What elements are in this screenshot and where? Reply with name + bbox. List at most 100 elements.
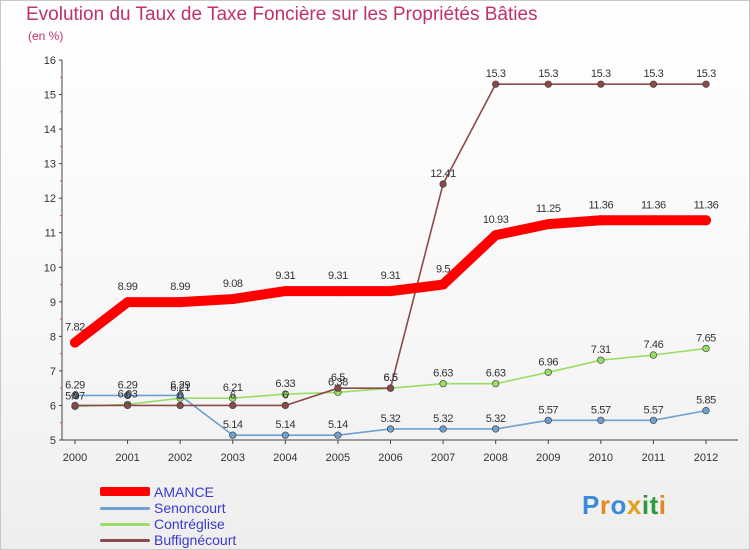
x-tick-label: 2001 bbox=[115, 452, 139, 464]
data-label: 5.85 bbox=[696, 395, 716, 407]
data-point bbox=[544, 368, 552, 376]
data-point bbox=[71, 401, 79, 410]
x-tick-label: 2012 bbox=[694, 452, 718, 464]
data-label: 6.29 bbox=[170, 379, 190, 391]
data-point bbox=[229, 401, 237, 410]
data-label: 7.31 bbox=[591, 344, 611, 356]
data-label: 15.3 bbox=[696, 68, 716, 80]
line-chart: 5 6 7 8 9 10 11 12 13 14 15 16 2000 2001 2002 2003 2004 2… bbox=[44, 55, 738, 464]
x-tick-label: 2008 bbox=[483, 452, 507, 464]
y-tick-label: 11 bbox=[45, 228, 56, 240]
data-point bbox=[702, 407, 710, 415]
data-label: 15.3 bbox=[486, 68, 506, 80]
data-point bbox=[492, 425, 500, 433]
data-label: 6 bbox=[177, 389, 183, 401]
y-tick-label: 9 bbox=[50, 297, 56, 309]
data-label: 6.63 bbox=[486, 368, 506, 380]
data-point bbox=[122, 297, 133, 308]
data-point bbox=[70, 337, 80, 348]
data-point bbox=[332, 286, 343, 297]
data-point bbox=[71, 391, 79, 400]
data-point bbox=[649, 80, 658, 88]
data-point bbox=[702, 344, 710, 353]
data-label: 6.63 bbox=[433, 368, 453, 380]
logo-letter: t bbox=[649, 490, 659, 520]
data-point bbox=[543, 219, 554, 230]
legend-label-buffignecourt: Buffignécourt bbox=[154, 532, 237, 548]
y-tick-label: 8 bbox=[50, 331, 56, 343]
data-point bbox=[386, 384, 395, 392]
data-label: 10.93 bbox=[483, 214, 509, 226]
data-label: 6 bbox=[282, 389, 288, 401]
data-label: 6.38 bbox=[328, 376, 348, 388]
data-label: 9.5 bbox=[436, 264, 450, 276]
data-point bbox=[439, 380, 447, 388]
data-point bbox=[281, 390, 289, 398]
data-label: 8.99 bbox=[118, 281, 138, 293]
data-point bbox=[492, 80, 500, 88]
data-label: 5.32 bbox=[486, 413, 506, 425]
data-point bbox=[227, 294, 238, 305]
x-tick-label: 2009 bbox=[536, 452, 560, 464]
data-label: 5.57 bbox=[591, 404, 611, 416]
y-unit-label: (en %) bbox=[28, 29, 64, 43]
data-point bbox=[334, 431, 342, 439]
y-tick-label: 15 bbox=[44, 90, 56, 102]
data-label: 6.5 bbox=[383, 372, 397, 384]
data-point bbox=[701, 215, 711, 226]
data-label: 6.03 bbox=[118, 388, 138, 400]
data-label: 11.36 bbox=[641, 199, 666, 211]
data-point bbox=[648, 215, 659, 226]
data-label: 6.96 bbox=[538, 356, 558, 368]
data-label: 9.31 bbox=[275, 270, 295, 282]
data-point bbox=[123, 391, 132, 400]
data-label: 15.3 bbox=[644, 68, 664, 80]
y-tick-label: 12 bbox=[44, 193, 56, 205]
data-point bbox=[281, 401, 289, 410]
data-label: 12.41 bbox=[430, 168, 456, 180]
data-label: 6.5 bbox=[331, 372, 345, 384]
data-point bbox=[597, 356, 605, 364]
data-label: 6 bbox=[125, 389, 131, 401]
data-label: 6.29 bbox=[65, 379, 85, 391]
data-label: 6.21 bbox=[170, 382, 190, 394]
data-label: 6.21 bbox=[223, 382, 243, 394]
data-label: 11.25 bbox=[536, 203, 561, 215]
series-line-buffignécourt bbox=[74, 83, 707, 407]
x-tick-label: 2000 bbox=[63, 452, 87, 464]
logo-letter: P bbox=[582, 490, 600, 520]
data-label: 5.14 bbox=[223, 419, 243, 431]
legend-swatch-senoncourt bbox=[100, 507, 150, 510]
data-point bbox=[386, 425, 395, 433]
data-point bbox=[702, 80, 710, 88]
data-label: 5.57 bbox=[644, 404, 664, 416]
data-label: 9.08 bbox=[223, 278, 243, 290]
data-label: 9.31 bbox=[328, 270, 348, 282]
data-point bbox=[490, 230, 501, 241]
data-label: 6 bbox=[230, 389, 236, 401]
data-label: 5.14 bbox=[275, 419, 295, 431]
data-point bbox=[176, 391, 184, 400]
data-label: 5.14 bbox=[328, 419, 348, 431]
y-tick-label: 13 bbox=[44, 159, 56, 171]
data-point bbox=[281, 431, 289, 439]
data-label: 8.99 bbox=[170, 281, 190, 293]
y-tick-label: 10 bbox=[44, 262, 56, 274]
data-label: 6 bbox=[72, 389, 78, 401]
x-tick-label: 2002 bbox=[168, 452, 192, 464]
data-point bbox=[438, 279, 449, 290]
legend-swatch-contreglise bbox=[100, 523, 150, 526]
legend-label-amance: AMANCE bbox=[154, 484, 214, 500]
data-point bbox=[280, 286, 291, 297]
logo-letter: o bbox=[610, 490, 627, 520]
legend-swatch-amance bbox=[100, 487, 150, 496]
data-point bbox=[385, 286, 396, 297]
data-label: 6.33 bbox=[275, 378, 295, 390]
data-point bbox=[229, 394, 237, 402]
data-point bbox=[595, 215, 606, 226]
x-tick-label: 2010 bbox=[589, 452, 613, 464]
logo-letter: i bbox=[658, 490, 667, 520]
data-point bbox=[544, 416, 552, 424]
legend-label-senoncourt: Senoncourt bbox=[154, 500, 226, 516]
data-label: 6.5 bbox=[383, 372, 397, 384]
